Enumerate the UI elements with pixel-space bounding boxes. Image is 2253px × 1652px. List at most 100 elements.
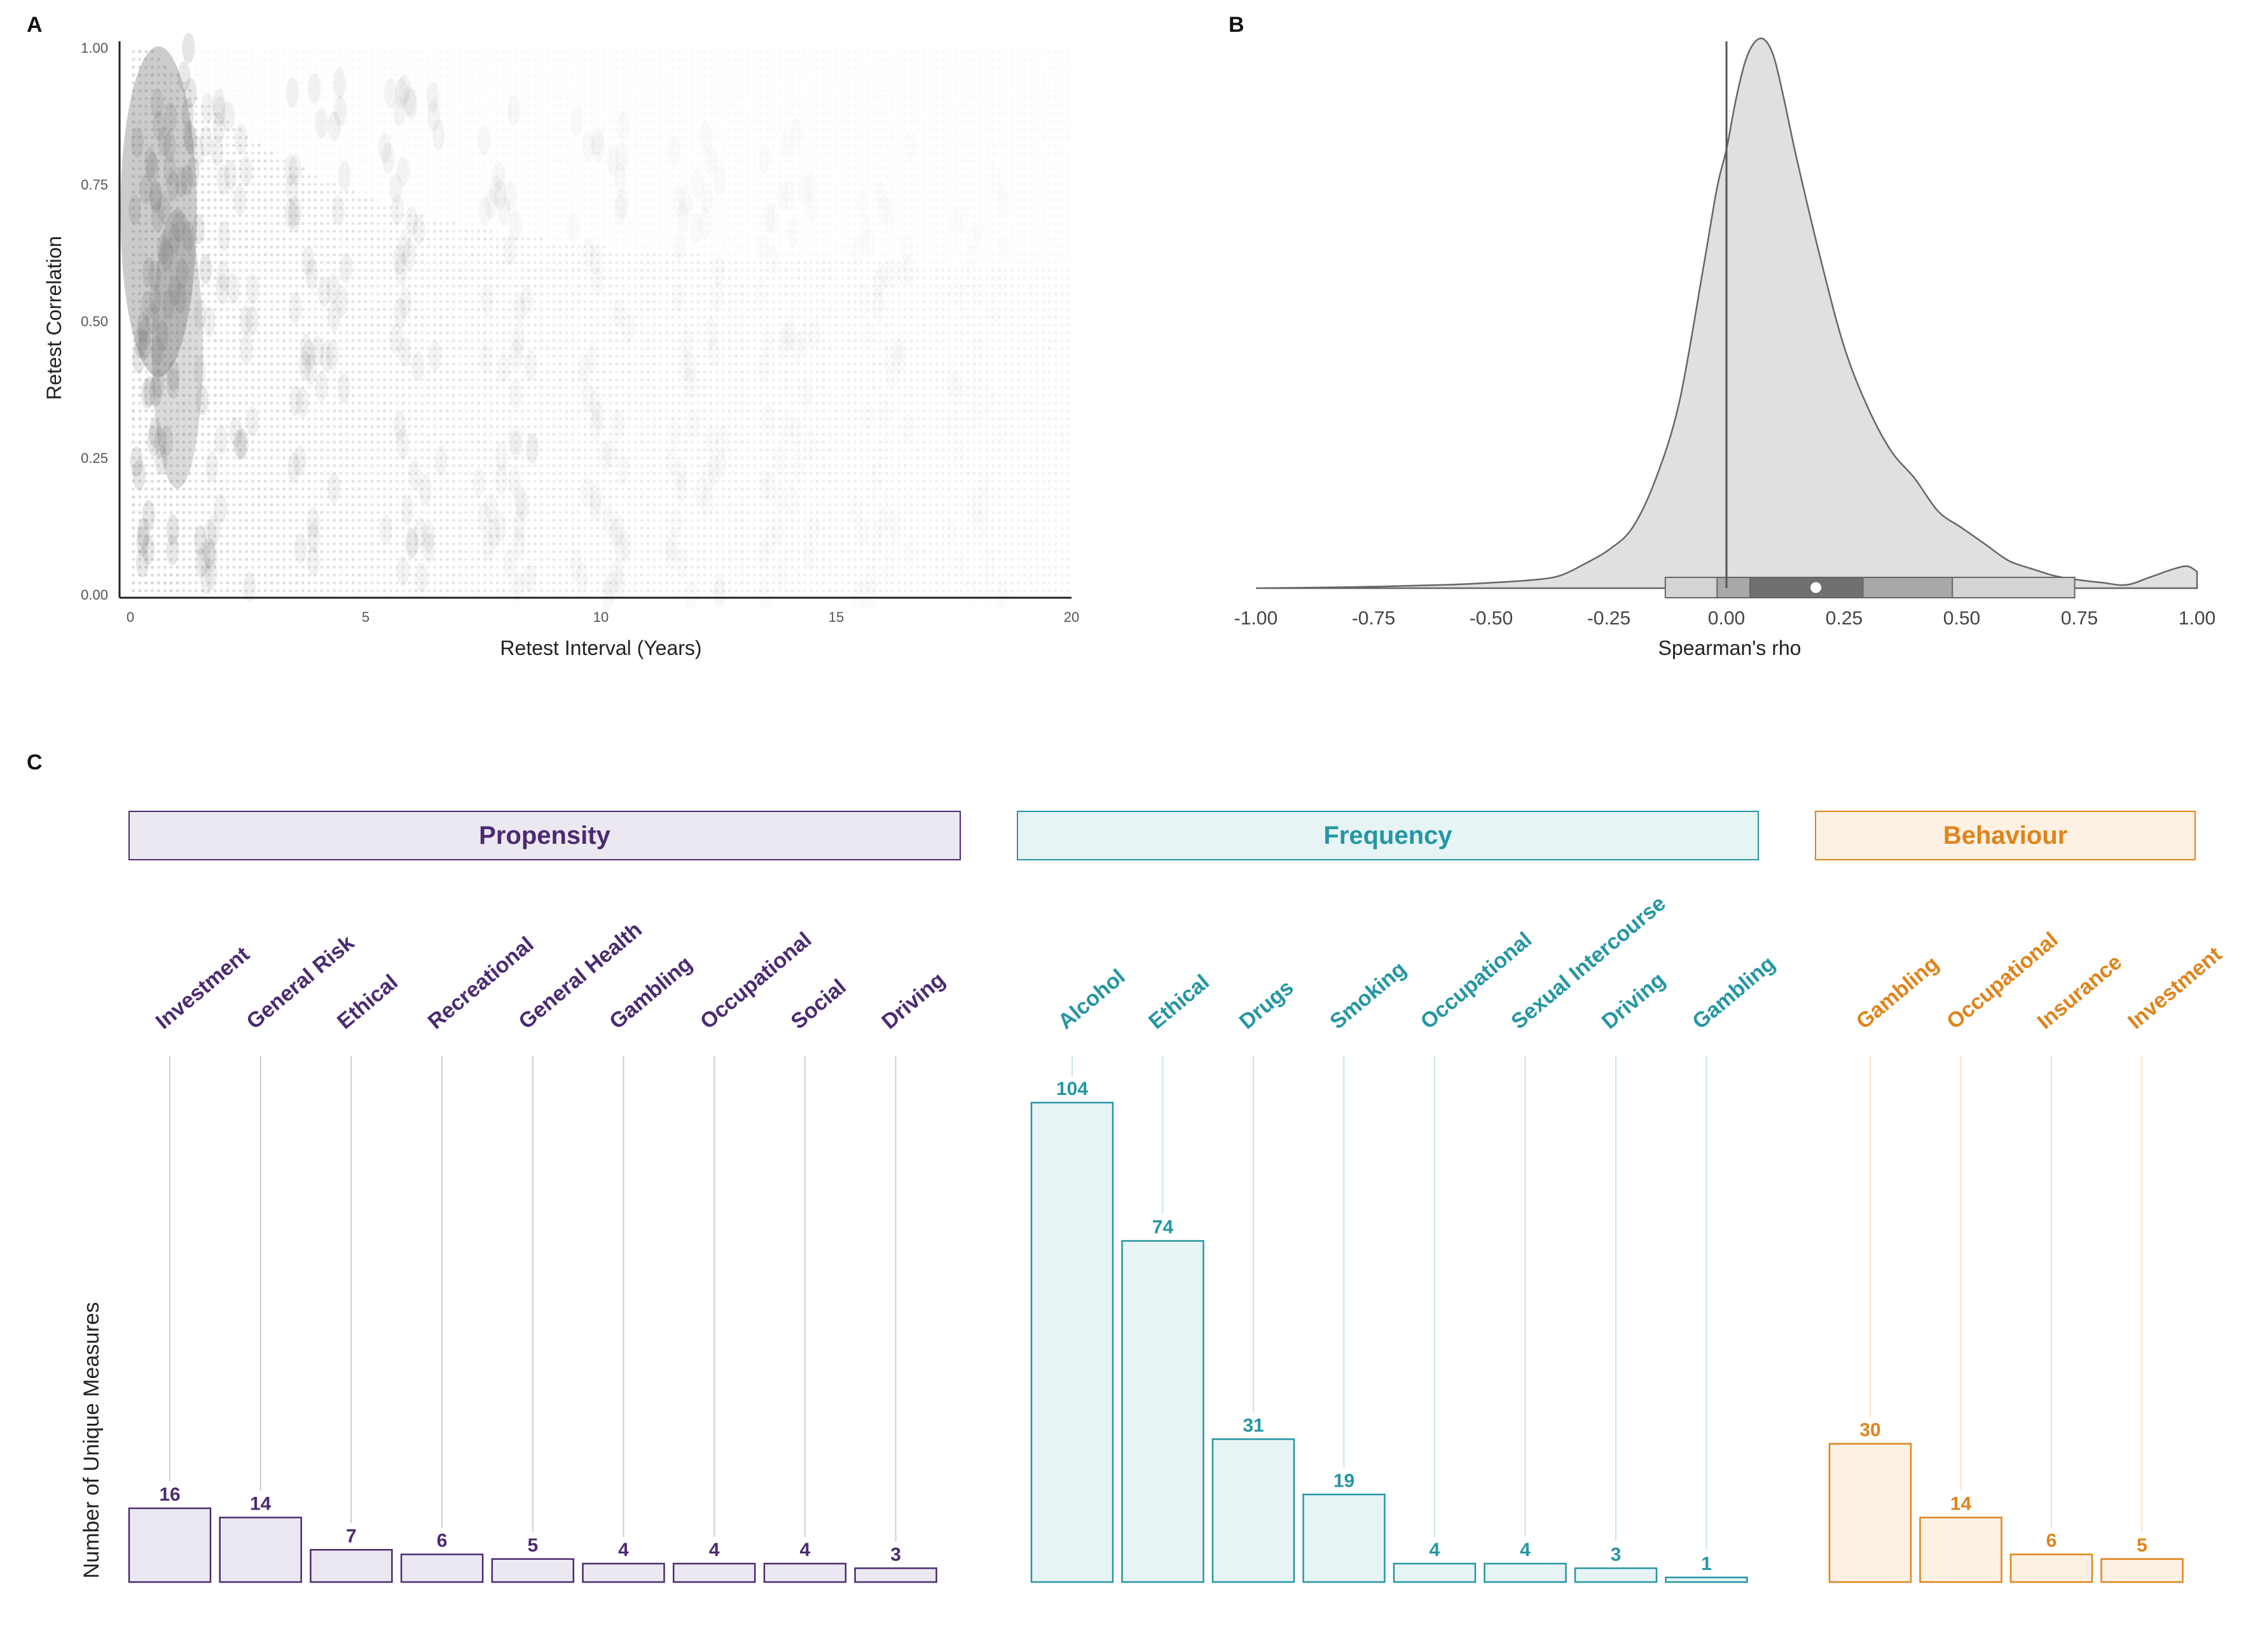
panel-a-point — [270, 120, 273, 123]
panel-a-point — [163, 495, 167, 499]
panel-a-point — [200, 456, 205, 460]
panel-a-point — [345, 362, 349, 366]
panel-a-point — [414, 503, 418, 507]
panel-a-point — [445, 549, 449, 554]
panel-a-point — [395, 456, 399, 460]
panel-a-point — [308, 136, 311, 139]
panel-a-point — [565, 182, 568, 186]
panel-a-point — [364, 299, 368, 303]
panel-a-point — [508, 65, 511, 69]
panel-a-point — [546, 495, 549, 499]
panel-a-point — [294, 518, 299, 522]
panel-a-point — [558, 167, 562, 170]
panel-a-point — [496, 89, 499, 92]
panel-a-point — [376, 503, 380, 507]
panel-a-point — [383, 425, 387, 429]
panel-a-point — [163, 378, 167, 382]
panel-a-point — [521, 565, 525, 569]
panel-a-point — [464, 378, 468, 382]
panel-a-point — [458, 198, 461, 202]
panel-a-point — [402, 144, 405, 147]
panel-a-point — [546, 503, 549, 507]
panel-a-point — [301, 331, 305, 335]
panel-a-point — [364, 456, 368, 460]
panel-a-point — [244, 527, 249, 530]
panel-a-point — [533, 245, 537, 249]
panel-a-point — [320, 221, 324, 225]
panel-a-point — [483, 448, 487, 452]
panel-a-point — [338, 370, 343, 374]
panel-a-point — [301, 160, 305, 163]
panel-a-point — [552, 222, 555, 225]
panel-a-point — [364, 221, 368, 225]
panel-a-point — [207, 487, 210, 491]
panel-a-point — [471, 182, 474, 186]
panel-a-point — [226, 558, 230, 561]
panel-a-point — [439, 401, 443, 405]
panel-a-point — [571, 191, 574, 194]
panel-a-point — [540, 89, 543, 92]
panel-a-point — [232, 323, 236, 327]
panel-a-point — [483, 323, 487, 327]
panel-a-point — [333, 518, 336, 522]
panel-a-point — [558, 315, 562, 319]
panel-a-point — [176, 511, 179, 514]
panel-a-point — [439, 182, 443, 186]
panel-a-point — [326, 589, 330, 593]
panel-a-point — [244, 245, 249, 249]
panel-a-point — [219, 206, 223, 210]
panel-a-point — [527, 518, 531, 522]
panel-a-point — [495, 432, 499, 436]
panel-a-point — [320, 440, 324, 444]
panel-a-point — [264, 73, 267, 76]
panel-a-point — [263, 472, 267, 476]
panel-a-point — [138, 120, 142, 124]
panel-a-point — [558, 308, 562, 312]
panel-a-point — [257, 261, 261, 265]
panel-a-point — [232, 534, 236, 538]
panel-a-point — [565, 120, 568, 123]
panel-a-point — [144, 292, 148, 296]
panel-a-point — [502, 417, 506, 421]
panel-a-point — [490, 151, 493, 155]
panel-a-point — [320, 511, 324, 514]
panel-a-point — [219, 198, 223, 202]
panel-a-point — [414, 409, 418, 413]
panel-a-point — [263, 230, 267, 233]
panel-a-point — [294, 339, 299, 343]
panel-a-point — [458, 440, 462, 444]
panel-a-point — [244, 472, 249, 476]
panel-a-point — [414, 558, 418, 561]
panel-a-point — [446, 136, 449, 139]
panel-a-point — [144, 448, 148, 452]
panel-a-point — [376, 456, 380, 460]
panel-a-point — [539, 456, 543, 460]
panel-a-point — [232, 464, 236, 467]
panel-a-point — [352, 97, 355, 100]
panel-a-point — [163, 589, 167, 593]
panel-a-point — [533, 487, 537, 491]
panel-a-point — [313, 292, 317, 296]
panel-a-point — [445, 589, 449, 593]
panel-a-point — [313, 417, 317, 421]
panel-a-point — [552, 144, 555, 147]
panel-a-point — [345, 315, 349, 319]
panel-a-point — [138, 409, 142, 413]
panel-a-point — [383, 589, 387, 593]
panel-a-point — [565, 151, 568, 155]
panel-a-point — [308, 113, 311, 116]
panel-a-point — [207, 385, 210, 390]
panel-a-point — [169, 573, 173, 577]
panel-a-point — [307, 456, 311, 460]
panel-a-point — [471, 191, 474, 194]
panel-a-point — [370, 261, 374, 265]
panel-a-point — [207, 378, 210, 382]
panel-a-point — [439, 299, 443, 303]
panel-a-point — [257, 534, 261, 538]
panel-a-point — [276, 581, 280, 585]
panel-a-point — [232, 50, 235, 53]
panel-a-point — [132, 73, 135, 77]
panel-a-point — [338, 440, 343, 444]
panel-a-point — [490, 65, 493, 69]
panel-a-point — [508, 128, 511, 131]
